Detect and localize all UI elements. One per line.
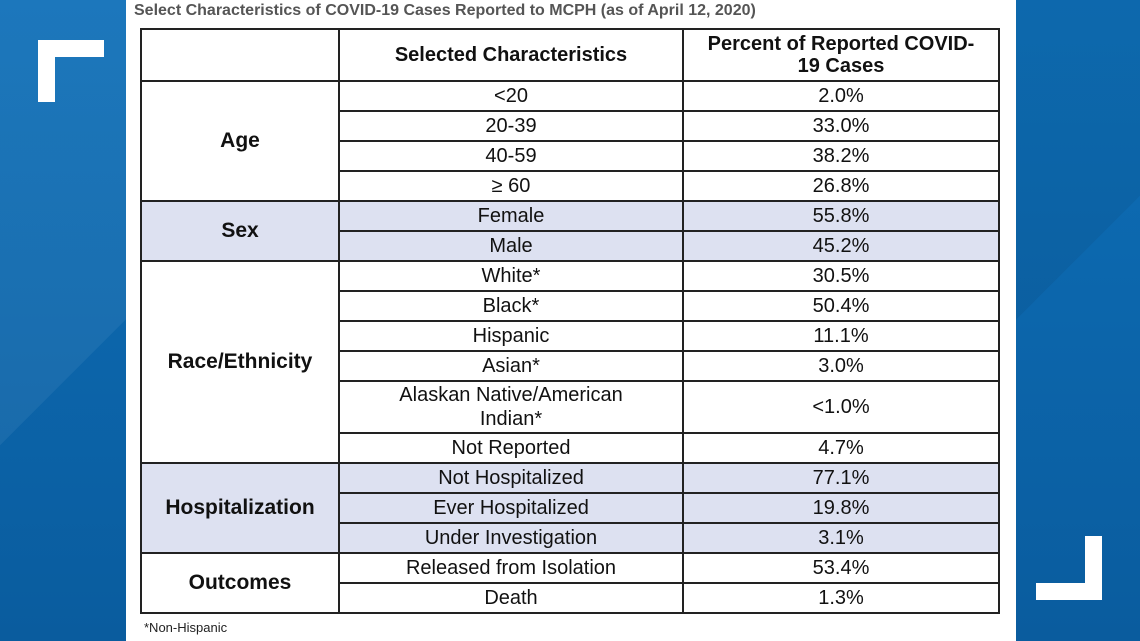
row-label: Death xyxy=(338,582,684,614)
document-title: Select Characteristics of COVID-19 Cases… xyxy=(134,2,756,19)
header-selected-characteristics: Selected Characteristics xyxy=(338,28,684,82)
row-value: 77.1% xyxy=(682,462,1000,494)
row-value: <1.0% xyxy=(682,380,1000,434)
row-value: 26.8% xyxy=(682,170,1000,202)
row-label: Not Hospitalized xyxy=(338,462,684,494)
row-value: 33.0% xyxy=(682,110,1000,142)
row-label: Hispanic xyxy=(338,320,684,352)
group-outcomes: Outcomes xyxy=(140,552,340,614)
group-sex: Sex xyxy=(140,200,340,262)
footnote: *Non-Hispanic xyxy=(144,620,228,635)
header-percent: Percent of Reported COVID- 19 Cases xyxy=(682,28,1000,82)
row-label: Not Reported xyxy=(338,432,684,464)
row-value: 1.3% xyxy=(682,582,1000,614)
row-label: 40-59 xyxy=(338,140,684,172)
row-label: <20 xyxy=(338,80,684,112)
header-blank xyxy=(140,28,340,82)
row-value: 3.1% xyxy=(682,522,1000,554)
row-value: 4.7% xyxy=(682,432,1000,464)
row-label-line-2: Indian* xyxy=(479,408,543,430)
row-label: ≥ 60 xyxy=(338,170,684,202)
header-percent-line-1: Percent of Reported COVID- xyxy=(707,33,975,55)
row-label: Black* xyxy=(338,290,684,322)
row-label: 20-39 xyxy=(338,110,684,142)
row-label: Alaskan Native/American Indian* xyxy=(338,380,684,434)
row-value: 45.2% xyxy=(682,230,1000,262)
row-label: Asian* xyxy=(338,350,684,382)
row-value: 53.4% xyxy=(682,552,1000,584)
row-label: Male xyxy=(338,230,684,262)
row-value: 2.0% xyxy=(682,80,1000,112)
row-value: 38.2% xyxy=(682,140,1000,172)
row-label: Ever Hospitalized xyxy=(338,492,684,524)
document-page: Select Characteristics of COVID-19 Cases… xyxy=(126,0,1016,641)
group-age: Age xyxy=(140,80,340,202)
row-label-line-1: Alaskan Native/American xyxy=(399,384,623,406)
characteristics-table: Selected Characteristics Percent of Repo… xyxy=(140,28,1000,614)
row-value: 3.0% xyxy=(682,350,1000,382)
row-label: Under Investigation xyxy=(338,522,684,554)
row-label: Female xyxy=(338,200,684,232)
row-value: 55.8% xyxy=(682,200,1000,232)
row-value: 50.4% xyxy=(682,290,1000,322)
row-label: White* xyxy=(338,260,684,292)
corner-bracket-top-left xyxy=(38,40,104,102)
header-percent-line-2: 19 Cases xyxy=(797,55,885,77)
group-race-ethnicity: Race/Ethnicity xyxy=(140,260,340,464)
row-value: 19.8% xyxy=(682,492,1000,524)
corner-bracket-bottom-right xyxy=(1036,536,1102,600)
row-value: 30.5% xyxy=(682,260,1000,292)
group-hospitalization: Hospitalization xyxy=(140,462,340,554)
row-label: Released from Isolation xyxy=(338,552,684,584)
row-value: 11.1% xyxy=(682,320,1000,352)
